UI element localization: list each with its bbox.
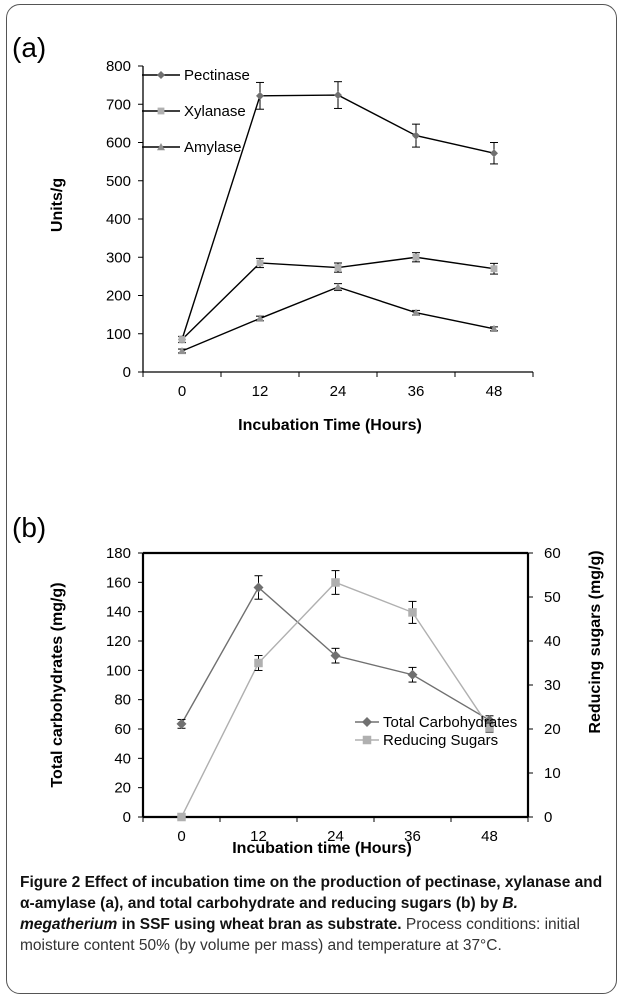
caption-title: Figure 2 Effect of incubation time on th… (20, 874, 602, 933)
y-tick-label-b: 120 (106, 633, 131, 650)
data-point-a-2 (334, 283, 342, 291)
data-point-a-2 (490, 324, 498, 332)
y-tick-label-b: 140 (106, 604, 131, 621)
figure-frame (6, 4, 617, 994)
y-tick-label-b: 40 (114, 750, 131, 767)
y-right-tick-label-b: 10 (544, 765, 561, 782)
data-point-a-0 (412, 131, 420, 140)
y-tick-label-b: 100 (106, 662, 131, 679)
y-right-tick-label-b: 50 (544, 589, 561, 606)
data-point-a-1 (256, 259, 264, 267)
data-point-b-0 (330, 650, 341, 661)
x-tick-label-a: 12 (252, 383, 269, 400)
data-point-a-0 (256, 91, 264, 100)
caption-body: Process conditions: initial moisture con… (20, 916, 580, 954)
caption-species: B. megatherium (20, 895, 518, 933)
legend-label-b: Total Carbohydrates (383, 714, 517, 731)
y-right-tick-label-b: 0 (544, 809, 552, 826)
series-line-a-2 (181, 286, 495, 352)
legend-label-b: Reducing Sugars (383, 732, 498, 749)
data-point-b-0 (484, 715, 495, 726)
x-tick-label-b: 24 (327, 828, 344, 845)
y-tick-label-a: 300 (106, 249, 131, 266)
y-tick-label-a: 200 (106, 288, 131, 305)
y-tick-label-a: 700 (106, 96, 131, 113)
plot-area-a: 0 100 200 300 400 500 600 700 800 0 12 24 36 48 Pectin… (106, 58, 534, 400)
data-point-a-2 (256, 314, 264, 322)
x-tick-label-b: 48 (481, 828, 498, 845)
figure-caption: Figure 2 Effect of incubation time on th… (20, 872, 610, 956)
data-point-b-0 (253, 582, 264, 593)
data-point-b-0 (407, 669, 418, 680)
y-tick-label-a: 500 (106, 173, 131, 190)
y-tick-label-b: 80 (114, 692, 131, 709)
x-tick-label-b: 12 (250, 828, 267, 845)
x-tick-label-b: 0 (177, 828, 185, 845)
legend-marker-a (157, 143, 165, 151)
y-axis-label-b-left: Total carbohydrates (mg/g) (49, 582, 66, 787)
legend-label-a: Xylanase (184, 103, 246, 120)
data-point-a-2 (412, 308, 420, 316)
series-line-a-0 (181, 94, 495, 340)
data-point-a-2 (178, 346, 186, 355)
y-tick-label-b: 180 (106, 545, 131, 562)
data-point-b-0 (176, 718, 187, 729)
y-axis-label-b-right: Reducing sugars (mg/g) (587, 550, 604, 733)
data-point-a-1 (178, 336, 186, 343)
x-tick-label-a: 48 (486, 383, 503, 400)
y-right-tick-label-b: 60 (544, 545, 561, 562)
y-tick-label-b: 0 (123, 809, 131, 826)
x-tick-label-a: 36 (408, 383, 425, 400)
y-right-tick-label-b: 30 (544, 677, 561, 694)
legend-marker-b (362, 717, 372, 727)
y-tick-label-a: 400 (106, 211, 131, 228)
y-tick-label-b: 60 (114, 721, 131, 738)
data-point-a-1 (490, 265, 498, 273)
data-point-a-0 (490, 149, 498, 158)
x-axis-label-b: Incubation time (Hours) (232, 840, 412, 857)
x-axis-label-a: Incubation Time (Hours) (238, 417, 422, 434)
data-point-a-0 (334, 91, 342, 100)
series-line-b-1 (180, 581, 491, 818)
y-right-tick-label-b: 20 (544, 721, 561, 738)
panel-label-b: (b) (12, 512, 46, 543)
y-right-tick-label-b: 40 (544, 633, 561, 650)
legend-marker-b (362, 735, 372, 745)
y-axis-label-a: Units/g (49, 178, 66, 232)
legend-label-a: Amylase (184, 139, 242, 156)
legend-label-a: Pectinase (184, 67, 250, 84)
chart-panel-b: (b) 020406080100120140160180010203040506… (12, 512, 604, 857)
x-tick-label-b: 36 (404, 828, 421, 845)
data-point-b-1 (177, 812, 186, 822)
data-point-b-1 (331, 578, 340, 587)
y-tick-label-a: 100 (106, 326, 131, 343)
data-point-a-1 (412, 253, 420, 261)
data-point-b-1 (254, 658, 263, 668)
y-tick-label-a: 0 (123, 364, 131, 381)
legend-marker-a (157, 71, 165, 79)
caption-title-end: in SSF using wheat bran as substrate. (117, 916, 402, 933)
plot-area-b: 0 20 40 60 80 100 120 140 160 180 0 10 20 30 40 50 60 0 12… (106, 545, 561, 845)
data-point-b-1 (408, 608, 417, 617)
panel-label-a: (a) (12, 32, 46, 63)
y-tick-label-b: 20 (114, 780, 131, 797)
caption-title-text: Figure 2 Effect of incubation time on th… (20, 874, 603, 912)
data-point-a-1 (334, 264, 342, 271)
x-tick-label-a: 24 (330, 383, 347, 400)
x-tick-label-a: 0 (178, 383, 186, 400)
chart-panel-a: (a) 0 100 200 300 400 500 600 700 800 0 12 24 36 48 Pe… (12, 32, 534, 434)
y-tick-label-a: 600 (106, 135, 131, 152)
legend-marker-a (157, 107, 165, 115)
y-tick-label-b: 160 (106, 574, 131, 591)
data-point-b-1 (485, 723, 494, 732)
y-tick-label-a: 800 (106, 58, 131, 75)
